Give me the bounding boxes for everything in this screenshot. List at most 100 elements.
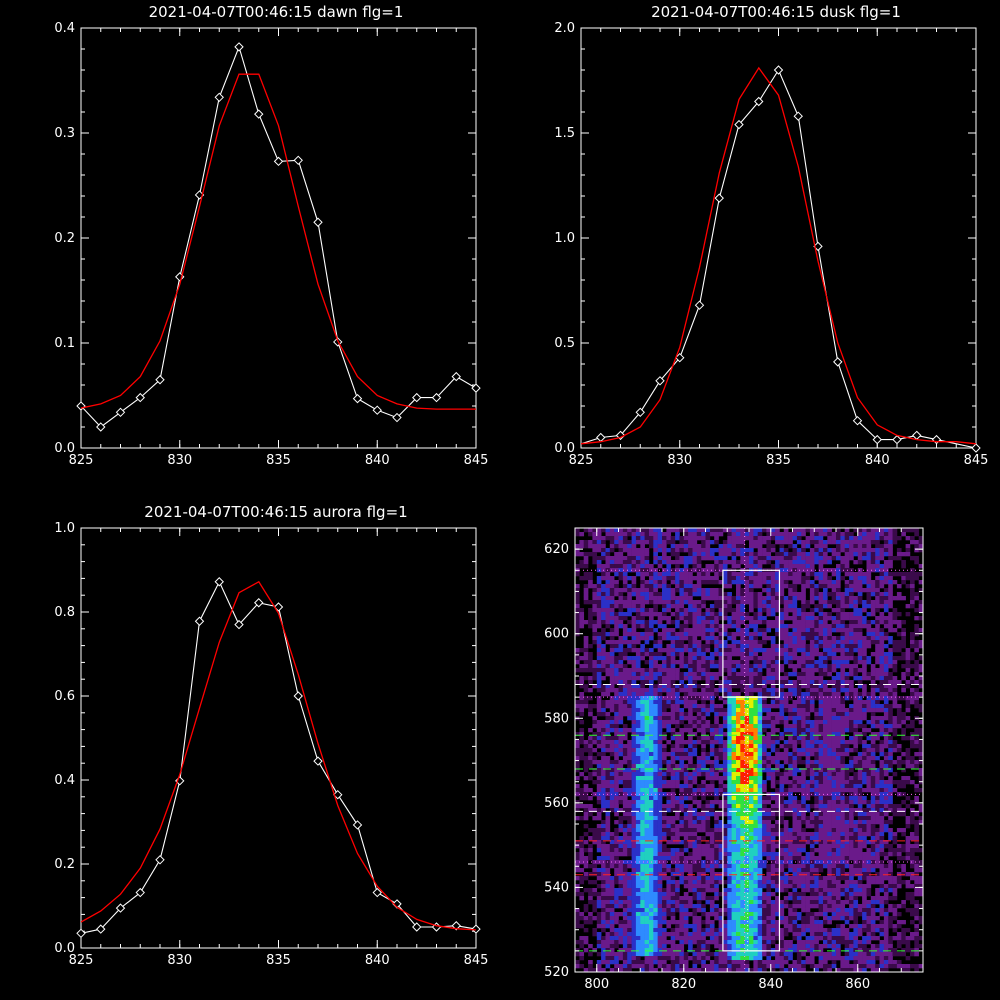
heatmap-cell	[788, 568, 793, 573]
heatmap-cell	[796, 700, 802, 705]
heatmap-cell	[840, 608, 846, 613]
heatmap-cell	[823, 644, 828, 649]
heatmap-cell	[644, 748, 650, 753]
heatmap-cell	[883, 700, 889, 705]
heatmap-cell	[644, 752, 650, 757]
heatmap-cell	[896, 632, 902, 637]
heatmap-cell	[618, 552, 624, 557]
heatmap-cell	[701, 676, 706, 681]
heatmap-cell	[649, 664, 654, 669]
heatmap-cell	[640, 672, 645, 677]
heatmap-cell	[840, 640, 846, 645]
heatmap-cell	[722, 576, 728, 581]
heatmap-cell	[622, 600, 628, 605]
heatmap-cell	[805, 536, 811, 541]
dawn-panel: 2021-04-07T00:46:15 dawn flg=1 825 830 835…	[54, 3, 488, 468]
heatmap-cell	[875, 748, 880, 753]
heatmap-cell	[614, 540, 619, 545]
heatmap-cell	[788, 540, 793, 545]
heatmap-cell	[627, 768, 632, 773]
heatmap-cell	[814, 800, 819, 805]
heatmap-cell	[796, 536, 802, 541]
heatmap-cell	[666, 660, 672, 665]
heatmap-cell	[905, 780, 911, 785]
heatmap-cell	[727, 648, 732, 653]
heatmap-cell	[666, 532, 672, 537]
heatmap-cell	[901, 784, 906, 789]
heatmap-cell	[736, 592, 741, 597]
heatmap-cell	[718, 744, 724, 749]
heatmap-cell	[888, 692, 893, 697]
heatmap-cell	[740, 736, 745, 741]
heatmap-cell	[831, 588, 837, 593]
heatmap-cell	[596, 776, 602, 781]
heatmap-cell	[883, 624, 889, 629]
heatmap-cell	[740, 676, 745, 681]
heatmap-cell	[666, 576, 672, 581]
heatmap-cell	[696, 580, 702, 585]
heatmap-cell	[679, 740, 685, 745]
heatmap-cell	[783, 600, 789, 605]
heatmap-cell	[779, 780, 785, 785]
heatmap-cell	[649, 676, 654, 681]
heatmap-cell	[879, 708, 885, 713]
heatmap-cell	[809, 708, 815, 713]
heatmap-cell	[875, 744, 880, 749]
heatmap-cell	[809, 536, 815, 541]
heatmap-cell	[879, 724, 885, 729]
heatmap-cell	[622, 784, 628, 789]
heatmap-cell	[783, 532, 789, 537]
heatmap-cell	[823, 604, 828, 609]
heatmap-cell	[783, 568, 789, 573]
heatmap-cell	[849, 800, 854, 805]
heatmap-cell	[827, 584, 832, 589]
heatmap-cell	[744, 644, 750, 649]
aurora-data-point	[372, 887, 382, 898]
heatmap-cell	[601, 604, 606, 609]
heatmap-cell	[753, 756, 759, 761]
heatmap-cell	[679, 592, 685, 597]
heatmap-cell	[862, 752, 867, 757]
heatmap-cell	[757, 684, 763, 689]
heatmap-cell	[901, 688, 906, 693]
heatmap-cell	[853, 548, 859, 553]
heatmap-cell	[853, 596, 859, 601]
heatmap-cell	[840, 720, 846, 725]
heatmap-cell	[910, 604, 915, 609]
heatmap-cell	[844, 768, 850, 773]
heatmap-cell	[657, 736, 663, 741]
heatmap-cell	[731, 596, 737, 601]
heatmap-cell	[788, 788, 793, 793]
heatmap-cell	[749, 696, 754, 701]
heatmap-cell	[670, 692, 676, 697]
heatmap-cell	[792, 612, 798, 617]
heatmap-cell	[866, 572, 872, 577]
heatmap-cell	[757, 608, 763, 613]
heatmap-cell	[601, 796, 606, 801]
heatmap-cell	[857, 576, 863, 581]
heatmap-cell	[857, 636, 863, 641]
heatmap-cell	[579, 620, 585, 625]
heatmap-cell	[896, 572, 902, 577]
heatmap-cell	[753, 800, 759, 805]
heatmap-cell	[792, 728, 798, 733]
heatmap-cell	[679, 644, 685, 649]
heatmap-cell	[870, 748, 876, 753]
heatmap-cell	[614, 736, 619, 741]
heatmap-cell	[588, 532, 593, 537]
heatmap-cell	[901, 800, 906, 805]
heatmap-cell	[740, 756, 745, 761]
heatmap-cell	[731, 664, 737, 669]
heatmap-cell	[740, 532, 745, 537]
heatmap-cell	[844, 692, 850, 697]
heatmap-cell	[892, 596, 898, 601]
heatmap-cell	[814, 752, 819, 757]
heatmap-cell	[818, 744, 824, 749]
heatmap-cell	[801, 772, 806, 777]
heatmap-cell	[662, 760, 667, 765]
heatmap-cell	[618, 720, 624, 725]
heatmap-cell	[805, 552, 811, 557]
heatmap-cell	[757, 696, 763, 701]
heatmap-cell	[801, 788, 806, 793]
heatmap-cell	[622, 536, 628, 541]
